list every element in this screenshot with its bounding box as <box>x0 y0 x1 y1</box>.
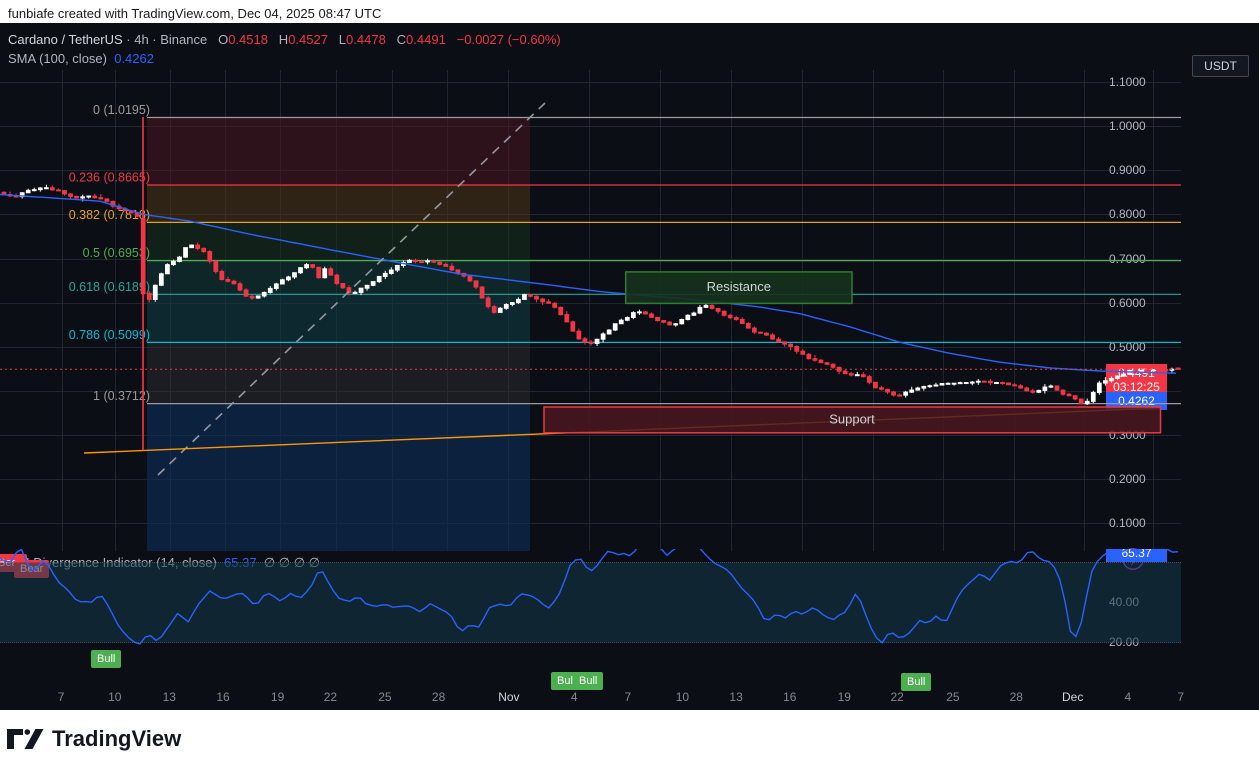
svg-text:0.236 (0.8665): 0.236 (0.8665) <box>69 171 150 185</box>
svg-text:0.5 (0.6953): 0.5 (0.6953) <box>83 246 150 260</box>
svg-text:0.618 (0.6189): 0.618 (0.6189) <box>69 280 150 294</box>
svg-text:0.786 (0.5099): 0.786 (0.5099) <box>69 328 150 342</box>
svg-text:1 (0.3712): 1 (0.3712) <box>93 389 150 403</box>
svg-text:0 (1.0195): 0 (1.0195) <box>93 103 150 117</box>
svg-text:Resistance: Resistance <box>707 279 771 294</box>
svg-text:Support: Support <box>829 412 875 427</box>
